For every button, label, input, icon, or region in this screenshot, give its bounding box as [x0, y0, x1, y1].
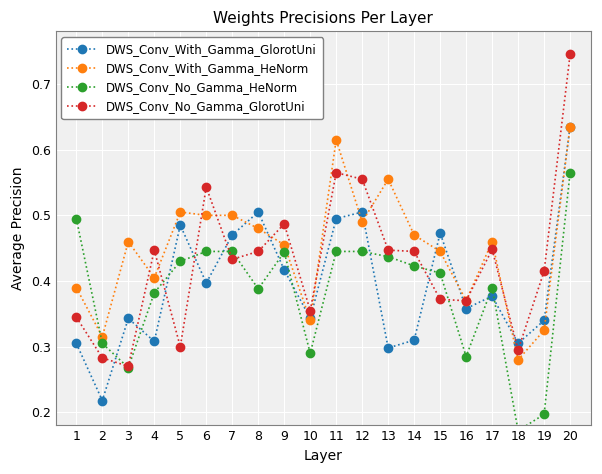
DWS_Conv_With_Gamma_HeNorm: [385, 176, 392, 182]
DWS_Conv_With_Gamma_HeNorm: [436, 248, 444, 254]
DWS_Conv_No_Gamma_HeNorm: [255, 286, 262, 292]
DWS_Conv_With_Gamma_GlorotUni: [176, 222, 184, 228]
DWS_Conv_No_Gamma_GlorotUni: [411, 248, 418, 254]
DWS_Conv_No_Gamma_HeNorm: [411, 263, 418, 269]
DWS_Conv_With_Gamma_HeNorm: [99, 334, 106, 340]
DWS_Conv_With_Gamma_HeNorm: [203, 212, 210, 218]
DWS_Conv_No_Gamma_HeNorm: [150, 290, 158, 296]
DWS_Conv_With_Gamma_GlorotUni: [150, 338, 158, 344]
DWS_Conv_No_Gamma_HeNorm: [73, 216, 80, 221]
DWS_Conv_With_Gamma_GlorotUni: [411, 337, 418, 343]
DWS_Conv_No_Gamma_GlorotUni: [150, 247, 158, 253]
DWS_Conv_With_Gamma_HeNorm: [359, 219, 366, 225]
DWS_Conv_No_Gamma_GlorotUni: [566, 52, 574, 57]
DWS_Conv_No_Gamma_GlorotUni: [488, 246, 495, 252]
DWS_Conv_No_Gamma_GlorotUni: [229, 256, 236, 262]
Title: Weights Precisions Per Layer: Weights Precisions Per Layer: [213, 11, 433, 26]
DWS_Conv_With_Gamma_HeNorm: [150, 275, 158, 281]
DWS_Conv_With_Gamma_HeNorm: [125, 239, 132, 245]
DWS_Conv_With_Gamma_GlorotUni: [255, 209, 262, 215]
DWS_Conv_No_Gamma_HeNorm: [306, 350, 314, 356]
DWS_Conv_With_Gamma_GlorotUni: [566, 124, 574, 129]
DWS_Conv_No_Gamma_GlorotUni: [436, 297, 444, 302]
DWS_Conv_No_Gamma_HeNorm: [566, 170, 574, 175]
DWS_Conv_No_Gamma_GlorotUni: [541, 268, 548, 274]
DWS_Conv_With_Gamma_GlorotUni: [99, 398, 106, 403]
DWS_Conv_With_Gamma_GlorotUni: [73, 340, 80, 346]
DWS_Conv_With_Gamma_GlorotUni: [462, 306, 470, 311]
DWS_Conv_With_Gamma_GlorotUni: [385, 345, 392, 351]
DWS_Conv_No_Gamma_GlorotUni: [255, 248, 262, 254]
DWS_Conv_No_Gamma_HeNorm: [359, 248, 366, 254]
DWS_Conv_With_Gamma_HeNorm: [566, 124, 574, 129]
DWS_Conv_No_Gamma_GlorotUni: [462, 298, 470, 303]
DWS_Conv_With_Gamma_GlorotUni: [306, 316, 314, 321]
DWS_Conv_With_Gamma_GlorotUni: [515, 340, 522, 346]
DWS_Conv_No_Gamma_GlorotUni: [73, 314, 80, 320]
Y-axis label: Average Precision: Average Precision: [11, 167, 25, 290]
DWS_Conv_With_Gamma_HeNorm: [176, 209, 184, 215]
DWS_Conv_No_Gamma_HeNorm: [229, 248, 236, 254]
DWS_Conv_No_Gamma_HeNorm: [488, 285, 495, 291]
DWS_Conv_With_Gamma_GlorotUni: [359, 209, 366, 215]
DWS_Conv_No_Gamma_HeNorm: [541, 411, 548, 417]
DWS_Conv_No_Gamma_HeNorm: [515, 428, 522, 434]
DWS_Conv_No_Gamma_GlorotUni: [99, 355, 106, 361]
DWS_Conv_With_Gamma_GlorotUni: [332, 216, 340, 221]
X-axis label: Layer: Layer: [304, 449, 343, 463]
DWS_Conv_With_Gamma_GlorotUni: [281, 267, 288, 273]
DWS_Conv_With_Gamma_HeNorm: [73, 285, 80, 291]
DWS_Conv_No_Gamma_HeNorm: [436, 270, 444, 276]
DWS_Conv_No_Gamma_GlorotUni: [203, 184, 210, 190]
DWS_Conv_With_Gamma_GlorotUni: [436, 230, 444, 236]
DWS_Conv_With_Gamma_HeNorm: [488, 239, 495, 245]
DWS_Conv_With_Gamma_HeNorm: [411, 232, 418, 238]
DWS_Conv_With_Gamma_GlorotUni: [125, 316, 132, 321]
Line: DWS_Conv_No_Gamma_GlorotUni: DWS_Conv_No_Gamma_GlorotUni: [72, 50, 574, 371]
DWS_Conv_No_Gamma_GlorotUni: [125, 364, 132, 369]
DWS_Conv_No_Gamma_HeNorm: [385, 254, 392, 260]
DWS_Conv_No_Gamma_HeNorm: [462, 354, 470, 359]
DWS_Conv_With_Gamma_GlorotUni: [488, 293, 495, 299]
DWS_Conv_No_Gamma_HeNorm: [332, 248, 340, 254]
DWS_Conv_With_Gamma_HeNorm: [462, 298, 470, 303]
DWS_Conv_No_Gamma_GlorotUni: [332, 170, 340, 175]
DWS_Conv_With_Gamma_GlorotUni: [541, 318, 548, 323]
DWS_Conv_With_Gamma_HeNorm: [541, 328, 548, 333]
DWS_Conv_No_Gamma_GlorotUni: [385, 247, 392, 253]
DWS_Conv_No_Gamma_GlorotUni: [515, 347, 522, 353]
DWS_Conv_No_Gamma_HeNorm: [99, 340, 106, 346]
DWS_Conv_With_Gamma_HeNorm: [306, 318, 314, 323]
DWS_Conv_With_Gamma_HeNorm: [281, 242, 288, 248]
DWS_Conv_No_Gamma_GlorotUni: [176, 344, 184, 349]
DWS_Conv_No_Gamma_HeNorm: [281, 249, 288, 255]
Line: DWS_Conv_With_Gamma_HeNorm: DWS_Conv_With_Gamma_HeNorm: [72, 122, 574, 364]
DWS_Conv_With_Gamma_HeNorm: [229, 212, 236, 218]
DWS_Conv_With_Gamma_HeNorm: [515, 357, 522, 363]
DWS_Conv_With_Gamma_GlorotUni: [229, 232, 236, 238]
DWS_Conv_No_Gamma_HeNorm: [203, 248, 210, 254]
DWS_Conv_No_Gamma_GlorotUni: [359, 176, 366, 182]
Legend: DWS_Conv_With_Gamma_GlorotUni, DWS_Conv_With_Gamma_HeNorm, DWS_Conv_No_Gamma_HeN: DWS_Conv_With_Gamma_GlorotUni, DWS_Conv_…: [61, 37, 323, 119]
DWS_Conv_No_Gamma_HeNorm: [125, 365, 132, 371]
Line: DWS_Conv_With_Gamma_GlorotUni: DWS_Conv_With_Gamma_GlorotUni: [72, 122, 574, 405]
Line: DWS_Conv_No_Gamma_HeNorm: DWS_Conv_No_Gamma_HeNorm: [72, 168, 574, 435]
DWS_Conv_With_Gamma_HeNorm: [332, 137, 340, 143]
DWS_Conv_With_Gamma_GlorotUni: [203, 280, 210, 286]
DWS_Conv_No_Gamma_HeNorm: [176, 258, 184, 264]
DWS_Conv_With_Gamma_HeNorm: [255, 226, 262, 231]
DWS_Conv_No_Gamma_GlorotUni: [306, 308, 314, 313]
DWS_Conv_No_Gamma_GlorotUni: [281, 221, 288, 227]
